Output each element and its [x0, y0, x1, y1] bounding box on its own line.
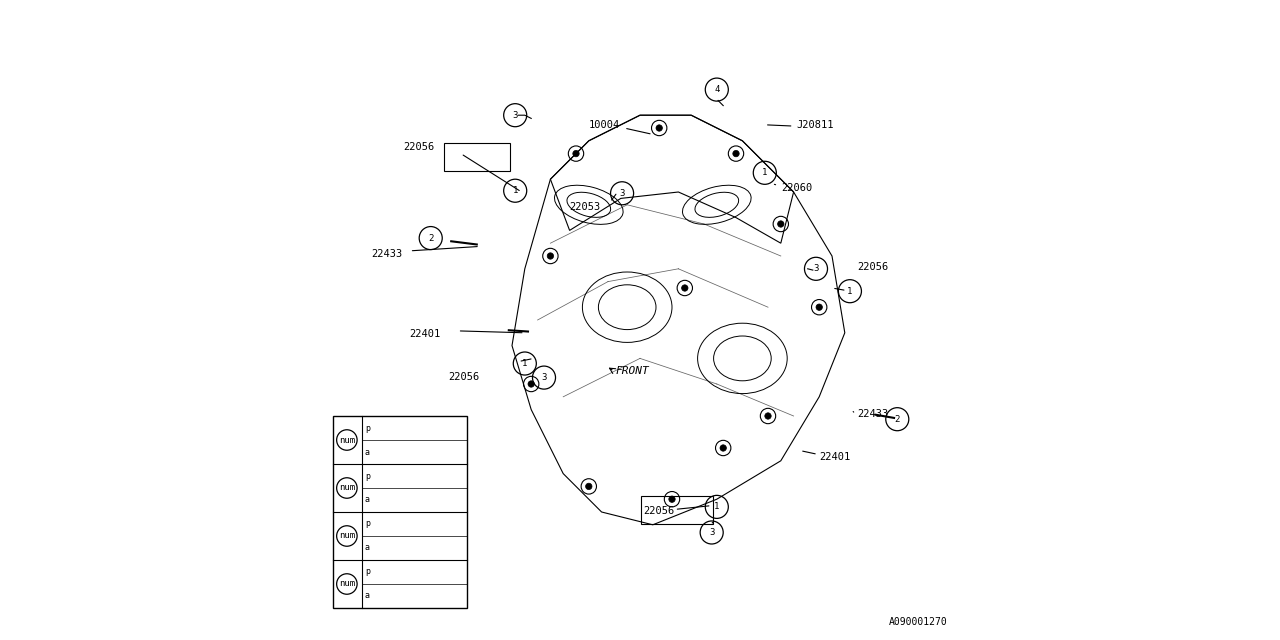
Text: A090001270: A090001270 — [888, 617, 947, 627]
Text: 22053: 22053 — [570, 202, 600, 212]
Text: 22056: 22056 — [448, 372, 479, 382]
Text: 22433: 22433 — [371, 250, 402, 259]
Text: 1: 1 — [714, 502, 719, 511]
Text: 22401: 22401 — [410, 329, 440, 339]
Text: 22056: 22056 — [858, 262, 888, 272]
Text: p: p — [365, 568, 370, 577]
Text: 22056: 22056 — [644, 506, 675, 516]
Text: 1: 1 — [512, 186, 518, 195]
Bar — [333, 416, 467, 608]
Circle shape — [573, 150, 580, 157]
Text: J20811: J20811 — [796, 120, 835, 130]
Circle shape — [732, 150, 740, 157]
Text: 4: 4 — [714, 85, 719, 94]
Text: num: num — [339, 435, 355, 445]
Text: a: a — [365, 543, 370, 552]
Text: 3: 3 — [512, 111, 518, 120]
Text: p: p — [365, 424, 370, 433]
Text: p: p — [365, 472, 370, 481]
Circle shape — [668, 496, 676, 502]
Text: 22060: 22060 — [781, 183, 812, 193]
Text: a: a — [365, 447, 370, 456]
Text: 22401: 22401 — [819, 452, 850, 461]
Circle shape — [817, 304, 823, 310]
Circle shape — [657, 125, 663, 131]
Text: 3: 3 — [709, 528, 714, 537]
Text: 22433: 22433 — [858, 410, 888, 419]
Circle shape — [765, 413, 771, 419]
Text: num: num — [339, 483, 355, 493]
Circle shape — [777, 221, 783, 227]
Text: num: num — [339, 531, 355, 541]
Text: 1: 1 — [847, 287, 852, 296]
Text: 2: 2 — [895, 415, 900, 424]
Text: a: a — [365, 495, 370, 504]
Text: 3: 3 — [813, 264, 819, 273]
Text: 22056: 22056 — [403, 143, 434, 152]
Text: FRONT: FRONT — [616, 366, 649, 376]
Circle shape — [529, 381, 535, 387]
Circle shape — [585, 483, 591, 490]
Text: 3: 3 — [541, 373, 547, 382]
Text: 3: 3 — [620, 189, 625, 198]
Text: 2: 2 — [428, 234, 434, 243]
Text: a: a — [365, 591, 370, 600]
Text: 1: 1 — [522, 359, 527, 368]
Circle shape — [681, 285, 689, 291]
Text: p: p — [365, 520, 370, 529]
Text: 1: 1 — [762, 168, 768, 177]
Circle shape — [719, 445, 727, 451]
Text: num: num — [339, 579, 355, 589]
Text: 10004: 10004 — [589, 120, 620, 130]
Circle shape — [548, 253, 554, 259]
